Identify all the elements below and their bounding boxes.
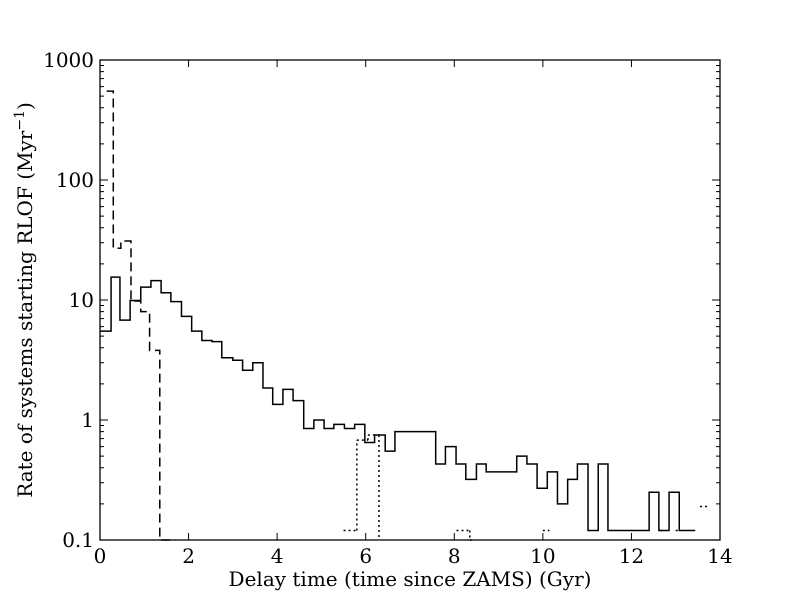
y-tick-label: 1000 (43, 48, 94, 72)
plot-frame (99, 59, 721, 541)
x-tick-label: 4 (271, 544, 284, 568)
y-tick-label: 10 (69, 288, 94, 312)
x-tick-label: 8 (448, 544, 461, 568)
y-tick-label: 0.1 (62, 528, 94, 552)
x-tick-label: 10 (530, 544, 555, 568)
y-axis-label-superscript: −1 (12, 110, 28, 131)
x-tick-label: 12 (619, 544, 644, 568)
x-tick-label: 6 (359, 544, 372, 568)
y-tick-label: 1 (81, 408, 94, 432)
ticks-layer: 0 2 4 6 8 10 12 14 0.1 1 10 100 1000 (43, 48, 733, 568)
x-axis-label: Delay time (time since ZAMS) (Gyr) (229, 567, 592, 591)
x-tick-label: 2 (182, 544, 195, 568)
series-dashed-step (106, 90, 176, 541)
series-layer (100, 90, 709, 541)
series-solid-step (100, 276, 696, 532)
y-axis-label-tail: ) (13, 102, 37, 110)
y-tick-label: 100 (56, 168, 94, 192)
y-axis-label-main: Rate of systems starting RLOF (Myr (13, 130, 37, 498)
x-tick-label: 0 (94, 544, 107, 568)
x-tick-label: 14 (707, 544, 732, 568)
y-axis-label: Rate of systems starting RLOF (Myr−1) (12, 102, 37, 498)
